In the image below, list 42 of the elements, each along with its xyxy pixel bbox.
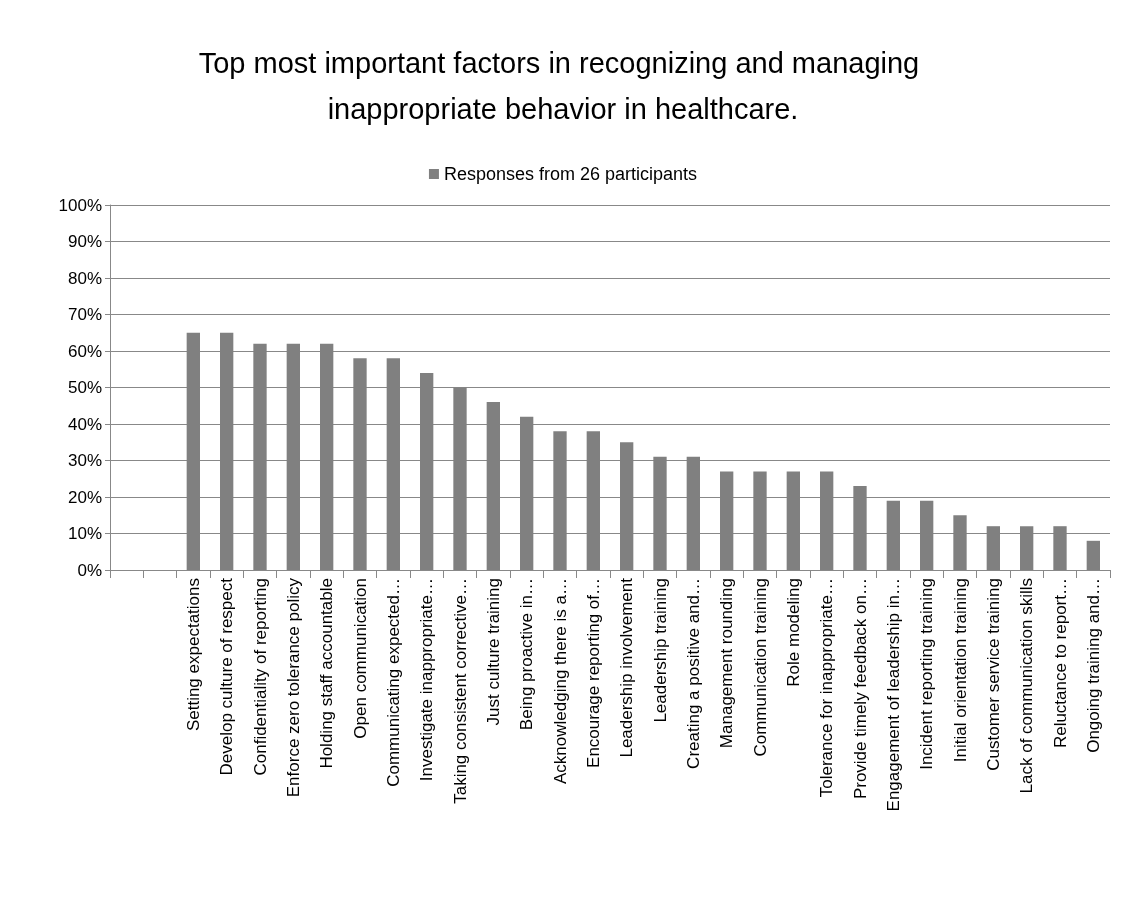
y-tick-label: 30% xyxy=(67,451,102,470)
x-tick-label: Leadership training xyxy=(650,578,670,723)
x-tick-label: Initial orientation training xyxy=(950,578,970,763)
legend-label: Responses from 26 participants xyxy=(443,164,698,184)
x-tick-label: Leadership involvement xyxy=(617,577,637,758)
x-tick-label: Encourage reporting of… xyxy=(583,578,603,768)
y-tick-label: 0% xyxy=(77,560,102,580)
x-tick-label: Acknowledging there is a… xyxy=(550,578,570,785)
x-tick-label: Management rounding xyxy=(717,578,737,749)
x-tick-label: Just culture training xyxy=(483,578,503,726)
y-tick-label: 10% xyxy=(67,524,102,543)
x-tick-label: Holding staff accountable xyxy=(317,578,337,769)
x-tick-label: Setting expectations xyxy=(183,578,203,732)
y-tick-label: 20% xyxy=(67,487,102,507)
x-tick-label: Open communication xyxy=(350,578,370,739)
x-tick-label: Being proactive in… xyxy=(517,578,537,731)
bar xyxy=(1086,540,1100,570)
chart-title: Top most important factors in recognizing and managing inappropriate behavior in healthcare. xyxy=(198,47,928,125)
y-tick-label: 80% xyxy=(67,268,102,288)
y-tick-label: 90% xyxy=(67,232,102,251)
x-tick-label: Incident reporting training xyxy=(917,578,937,770)
x-tick-label: Engagement of leadership in… xyxy=(883,578,903,812)
y-tick-label: 50% xyxy=(67,378,102,397)
x-tick-label: Communication training xyxy=(750,578,770,757)
x-tick-label: Tolerance for inappropriate… xyxy=(817,578,837,798)
x-tick-label: Reluctance to report… xyxy=(1050,578,1070,749)
x-tick-label: Enforce zero tolerance policy xyxy=(283,577,303,798)
y-tick-label: 60% xyxy=(67,341,102,361)
x-tick-label: Creating a positive and… xyxy=(683,578,703,769)
x-tick-label: Develop culture of respect xyxy=(217,577,237,776)
x-tick-label: Ongoing training and… xyxy=(1083,578,1103,753)
x-tick-label: Communicating expected… xyxy=(383,578,403,787)
y-tick-label: 70% xyxy=(67,305,102,324)
x-tick-label: Investigate inappropriate… xyxy=(417,578,437,782)
x-tick-label: Lack of communication skills xyxy=(1017,578,1037,794)
x-tick-label: Taking consistent corrective… xyxy=(450,578,470,804)
x-tick-label: Confidentiality of reporting xyxy=(250,578,270,776)
y-tick-label: 40% xyxy=(67,414,102,434)
x-tick-label: Role modeling xyxy=(783,578,803,687)
x-tick-label: Provide timely feedback on… xyxy=(850,578,870,800)
x-tick-label: Customer service training xyxy=(983,578,1003,771)
y-tick-label: 100% xyxy=(58,195,102,215)
